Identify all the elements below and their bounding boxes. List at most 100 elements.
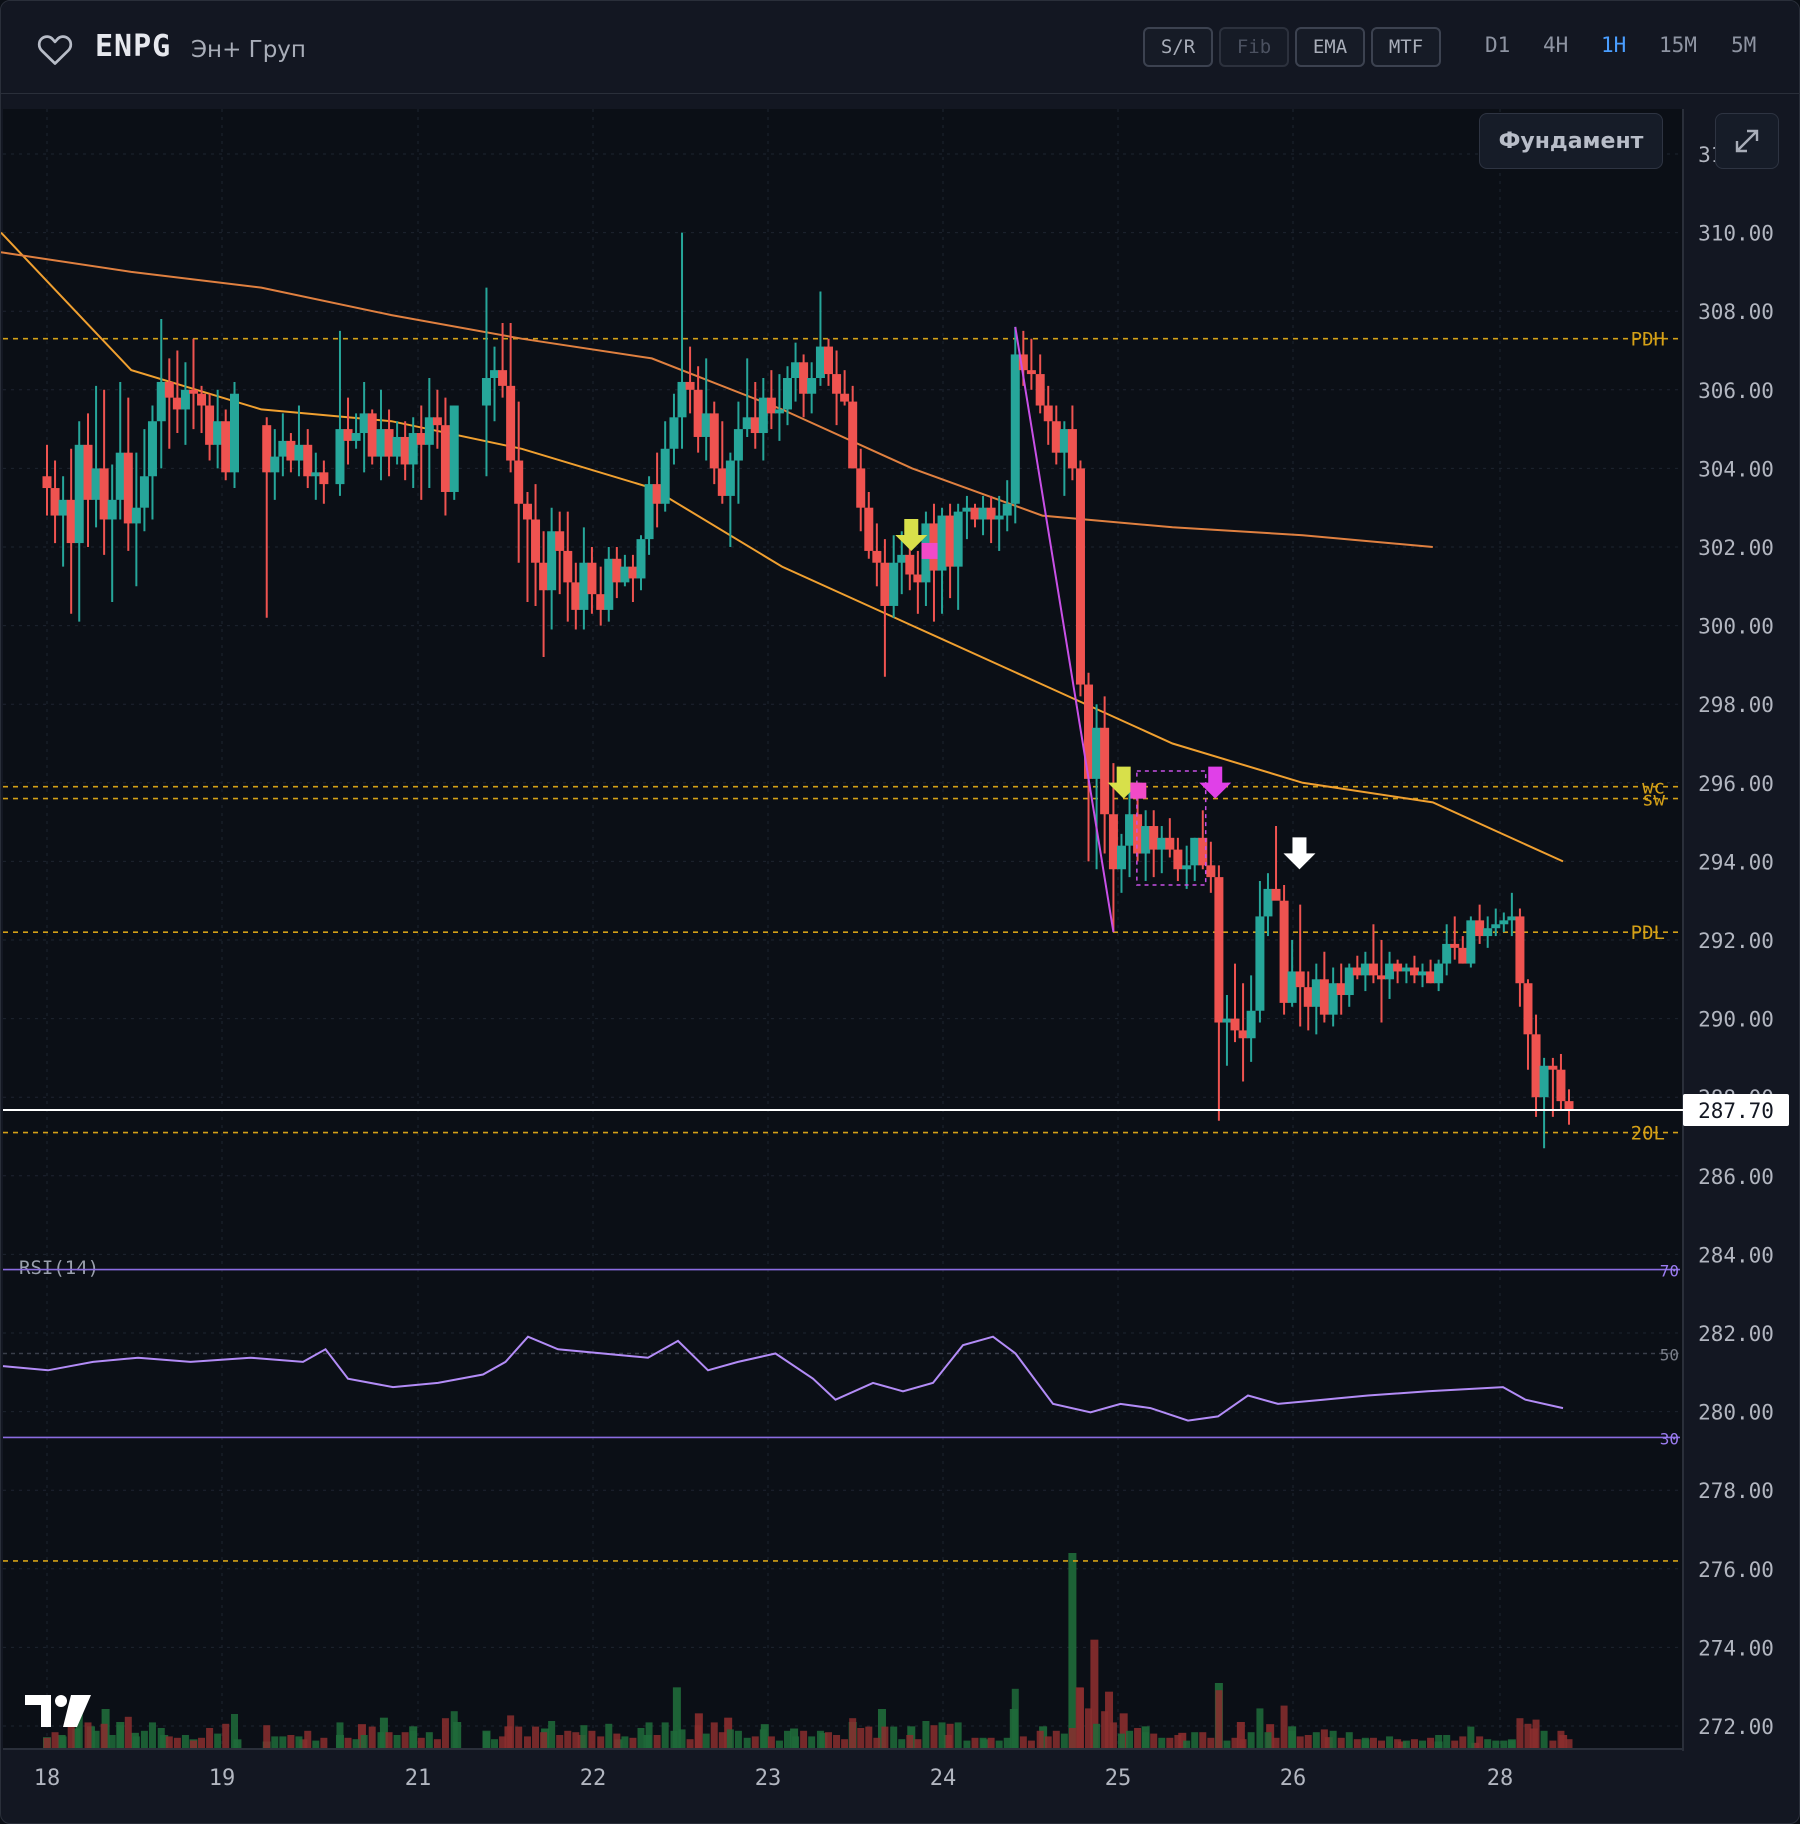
candle	[1344, 963, 1354, 1007]
volume-bar	[1304, 1735, 1312, 1748]
volume-bar	[1019, 1736, 1027, 1748]
favorite-heart-icon[interactable]	[37, 33, 73, 67]
volume-bar	[1085, 1708, 1093, 1748]
volume-bar	[670, 1730, 678, 1748]
mtf-toggle-button[interactable]: MTF	[1371, 27, 1441, 67]
volume-bar	[597, 1736, 605, 1748]
candle	[1515, 908, 1525, 1007]
candle	[449, 405, 459, 500]
candle	[440, 397, 450, 516]
candle-body	[107, 499, 117, 520]
candle	[774, 374, 784, 441]
volume-bar	[1003, 1737, 1011, 1748]
timeframe-4h[interactable]: 4H	[1543, 33, 1569, 57]
candle	[693, 366, 703, 453]
candle-body	[1393, 963, 1403, 972]
volume-bar	[1492, 1740, 1500, 1748]
volume-bar	[857, 1728, 865, 1748]
sr-toggle-button[interactable]: S/R	[1143, 27, 1213, 67]
volume-bar	[352, 1739, 360, 1748]
volume-bar	[987, 1737, 995, 1748]
candle	[286, 433, 296, 473]
candle-body	[539, 562, 549, 591]
time-tick-label: 21	[405, 1766, 432, 1791]
candle-body	[1222, 1018, 1232, 1023]
volume-bar	[580, 1725, 588, 1748]
candle-body	[123, 452, 133, 524]
volume-bar	[1549, 1740, 1557, 1748]
chart-background	[3, 109, 1683, 1749]
candle	[596, 566, 606, 626]
chart-header: ENPG Эн+ Груп S/R Fib EMA MTF D1 4H 1H 1…	[1, 1, 1799, 94]
candle-body	[351, 433, 361, 441]
signal-markers	[895, 326, 1316, 933]
candle-body	[1531, 1034, 1541, 1098]
candle	[367, 409, 377, 465]
candle	[832, 350, 842, 426]
volume-bar	[344, 1737, 352, 1748]
volume-bar	[279, 1736, 287, 1748]
candle-body	[270, 456, 280, 473]
volume-bar	[1183, 1740, 1191, 1748]
candle	[571, 562, 581, 630]
ema-toggle-button[interactable]: EMA	[1295, 27, 1365, 67]
candle-body	[669, 417, 679, 449]
volume-bar	[1126, 1730, 1134, 1748]
level-label: PDL	[1631, 922, 1665, 944]
candle-body	[156, 381, 166, 422]
volume-bar	[1142, 1732, 1150, 1748]
candle	[864, 491, 874, 559]
candle	[539, 531, 549, 658]
timeframe-1h[interactable]: 1H	[1601, 33, 1627, 57]
candle	[1507, 892, 1517, 937]
volume-bar	[222, 1723, 230, 1748]
candle	[1075, 460, 1085, 697]
expand-button[interactable]	[1715, 113, 1779, 169]
volume-bar	[881, 1726, 889, 1748]
volume-bar	[1427, 1737, 1435, 1748]
candle	[1360, 951, 1370, 992]
candle-body	[889, 562, 899, 606]
candle	[782, 366, 792, 426]
volume-bar	[320, 1737, 328, 1748]
rsi-level-label: 50	[1660, 1346, 1679, 1365]
candle	[123, 397, 133, 551]
candle	[652, 452, 662, 528]
timeframe-15m[interactable]: 15M	[1659, 33, 1697, 57]
candle	[156, 319, 166, 469]
price-tick-label: 272.00	[1698, 1715, 1774, 1739]
candle-body	[1523, 983, 1533, 1035]
candle	[962, 495, 972, 540]
volume-bar	[173, 1737, 181, 1748]
price-tick-label: 294.00	[1698, 850, 1774, 874]
volume-bar	[1011, 1688, 1019, 1748]
volume-bar	[743, 1737, 751, 1748]
volume-bar	[1565, 1739, 1573, 1748]
candle-body	[1311, 979, 1321, 1007]
candle-body	[1450, 943, 1460, 948]
volume-bar	[1459, 1736, 1467, 1748]
candle-body	[1483, 928, 1493, 937]
candle	[1043, 385, 1053, 445]
volume-bar	[914, 1739, 922, 1748]
candle	[604, 547, 614, 622]
candle	[1393, 959, 1403, 984]
rsi-label: RSI(14)	[19, 1257, 99, 1279]
candle-body	[880, 562, 890, 606]
volume-bars	[43, 1553, 1573, 1748]
volume-bar	[377, 1732, 385, 1748]
zone-box	[1136, 770, 1207, 886]
timeframe-5m[interactable]: 5M	[1731, 33, 1757, 57]
candle	[230, 381, 240, 489]
volume-bar	[189, 1740, 197, 1748]
volume-bar	[1247, 1732, 1255, 1748]
volume-bar	[1231, 1737, 1239, 1748]
candle	[1165, 818, 1175, 858]
candle	[1434, 959, 1444, 992]
sell-signal-arrow-icon	[1199, 766, 1232, 799]
fib-toggle-button[interactable]: Fib	[1219, 27, 1289, 67]
timeframe-d1[interactable]: D1	[1485, 33, 1511, 57]
fundament-button[interactable]: Фундамент	[1479, 113, 1663, 169]
